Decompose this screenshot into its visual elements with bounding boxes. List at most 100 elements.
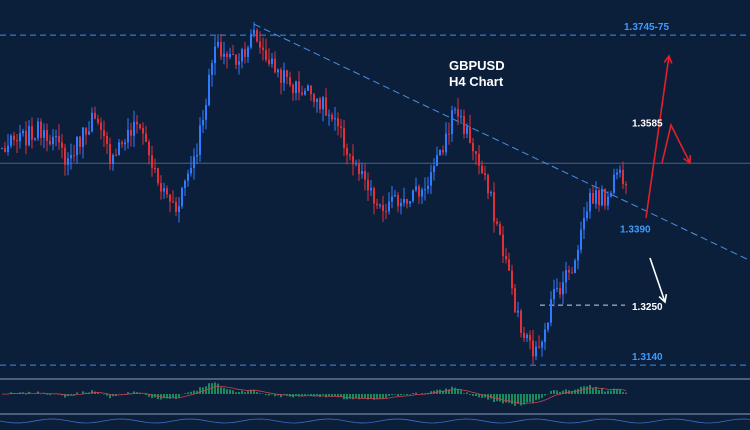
- candle-body: [55, 136, 57, 138]
- candle-body: [565, 269, 567, 283]
- candle-body: [250, 33, 252, 48]
- chart-timeframe-label: H4 Chart: [449, 74, 504, 89]
- candle-body: [49, 140, 51, 145]
- candle-body: [229, 54, 231, 57]
- candle-body: [154, 168, 156, 170]
- candle-body: [79, 136, 81, 147]
- candle-body: [439, 149, 441, 156]
- candle-body: [325, 97, 327, 116]
- candle-body: [157, 168, 159, 184]
- candle-body: [67, 158, 69, 165]
- candle-body: [619, 169, 621, 173]
- candle-body: [382, 204, 384, 212]
- candle-body: [61, 142, 63, 148]
- candle-body: [613, 174, 615, 193]
- candle-body: [103, 129, 105, 136]
- candle-body: [13, 135, 15, 141]
- reversal-arrow-head: [682, 154, 692, 165]
- candle-body: [70, 155, 72, 159]
- candle-body: [217, 42, 219, 47]
- level-label-bottom: 1.3140: [632, 352, 663, 363]
- support-label: 1.3250: [632, 302, 663, 313]
- descending-trendline: [253, 23, 750, 261]
- candle-body: [118, 142, 120, 156]
- up-arrow-to-target-path: [645, 55, 670, 219]
- candle-body: [289, 77, 291, 85]
- candle-body: [196, 154, 198, 157]
- candle-body: [160, 183, 162, 192]
- candle-body: [550, 299, 552, 323]
- candle-body: [28, 126, 30, 146]
- candle-body: [445, 133, 447, 153]
- candle-body: [466, 126, 468, 134]
- candle-body: [100, 122, 102, 130]
- chart-symbol-label: GBPUSD: [449, 58, 505, 73]
- candle-body: [586, 211, 588, 219]
- candle-body: [52, 136, 54, 145]
- candle-body: [295, 81, 297, 94]
- candle-body: [355, 163, 357, 165]
- reversal-arrow-path: [661, 122, 691, 164]
- candle-body: [178, 206, 180, 212]
- candle-body: [31, 126, 33, 140]
- candle-body: [424, 189, 426, 191]
- candle-body: [1, 147, 3, 149]
- candle-body: [340, 126, 342, 128]
- candle-body: [247, 47, 249, 57]
- candle-body: [280, 69, 282, 83]
- candle-body: [469, 126, 471, 143]
- candle-body: [40, 121, 42, 138]
- candle-body: [547, 322, 549, 330]
- candle-body: [514, 288, 516, 313]
- candle-body: [472, 142, 474, 152]
- candle-body: [37, 121, 39, 139]
- candle-body: [256, 30, 258, 42]
- candle-body: [199, 125, 201, 155]
- candle-body: [358, 163, 360, 175]
- candle-body: [508, 259, 510, 271]
- candle-body: [148, 141, 150, 156]
- candle-body: [400, 202, 402, 207]
- candle-body: [529, 334, 531, 341]
- candle-body: [625, 184, 627, 186]
- candle-body: [622, 169, 624, 185]
- candle-body: [85, 127, 87, 135]
- candle-body: [208, 74, 210, 106]
- candle-body: [202, 119, 204, 126]
- candle-body: [535, 346, 537, 357]
- candle-body: [76, 136, 78, 156]
- candle-body: [190, 167, 192, 174]
- candle-body: [568, 269, 570, 273]
- candle-body: [169, 194, 171, 202]
- candle-body: [526, 334, 528, 338]
- candle-body: [376, 203, 378, 206]
- candle-body: [238, 61, 240, 65]
- candle-body: [193, 156, 195, 168]
- candle-body: [397, 194, 399, 207]
- candle-body: [112, 154, 114, 164]
- candle-body: [94, 112, 96, 119]
- candle-body: [214, 46, 216, 64]
- candle-body: [343, 127, 345, 148]
- candle-body: [58, 136, 60, 143]
- candle-body: [109, 144, 111, 164]
- candle-body: [262, 47, 264, 50]
- candle-body: [10, 135, 12, 146]
- candle-body: [19, 133, 21, 142]
- candle-body: [241, 49, 243, 62]
- up-arrow-to-target-head: [663, 54, 673, 64]
- candle-body: [448, 133, 450, 135]
- candle-body: [319, 98, 321, 110]
- candle-body: [73, 155, 75, 157]
- candle-body: [352, 156, 354, 165]
- candle-body: [277, 69, 279, 73]
- candle-body: [151, 155, 153, 169]
- candle-body: [64, 147, 66, 165]
- candle-body: [166, 188, 168, 195]
- candle-body: [271, 58, 273, 65]
- candle-body: [4, 147, 6, 152]
- candle-body: [205, 105, 207, 120]
- candle-body: [610, 192, 612, 197]
- candle-body: [115, 154, 117, 156]
